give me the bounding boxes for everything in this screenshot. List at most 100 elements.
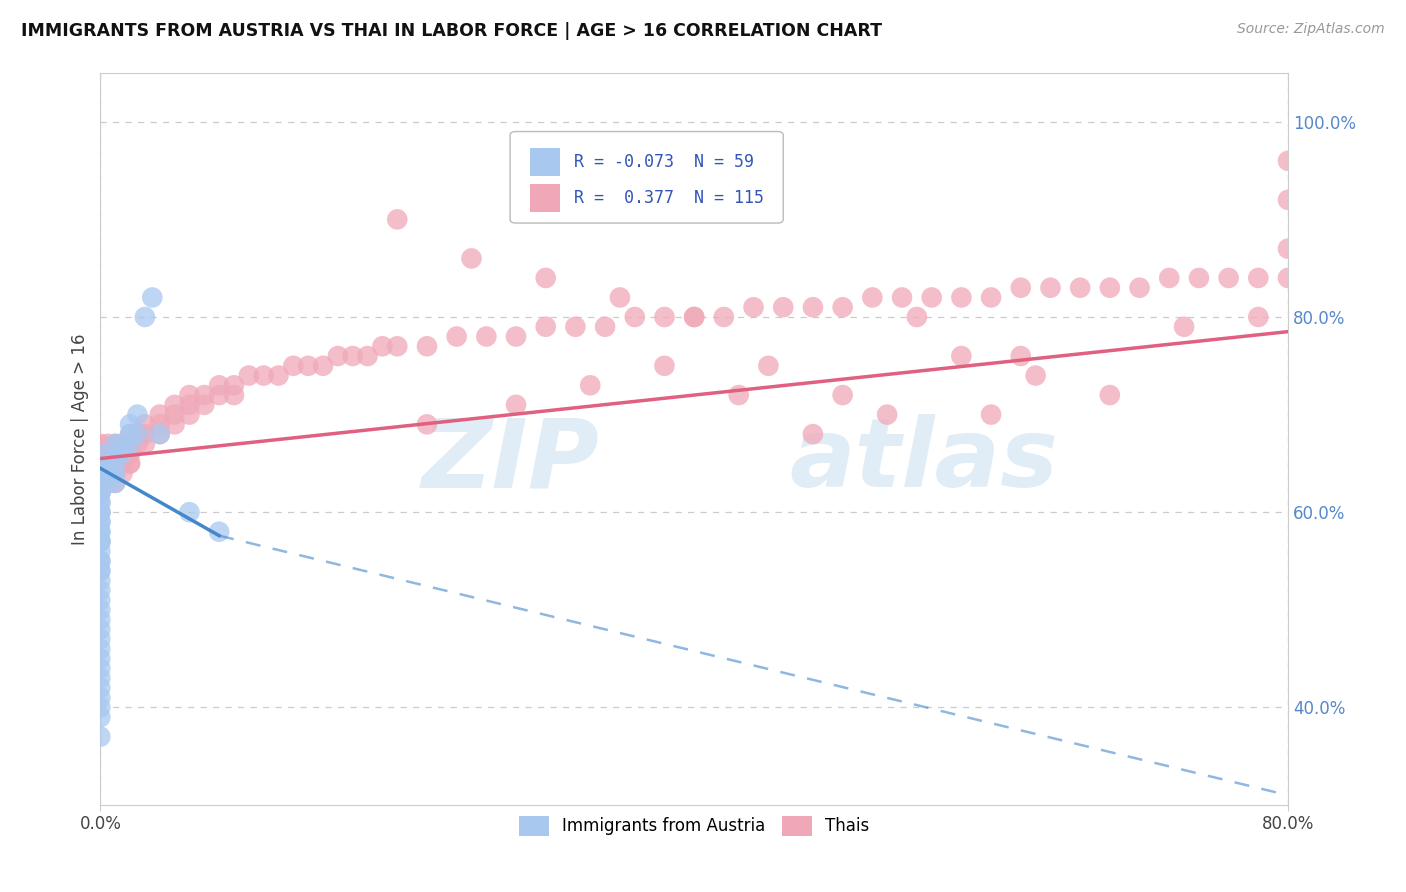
- Point: [104, 457, 127, 471]
- Point: [89, 671, 111, 685]
- Point: [89, 651, 111, 665]
- Point: [97, 475, 120, 490]
- Point: [222, 388, 245, 402]
- Legend: Immigrants from Austria, Thais: Immigrants from Austria, Thais: [510, 807, 877, 844]
- Point: [149, 417, 172, 432]
- Point: [950, 290, 973, 304]
- Point: [89, 524, 111, 539]
- Point: [905, 310, 928, 324]
- Point: [564, 319, 586, 334]
- Point: [593, 319, 616, 334]
- Point: [89, 700, 111, 714]
- Point: [623, 310, 645, 324]
- Point: [89, 623, 111, 637]
- Point: [831, 300, 853, 314]
- Point: [89, 447, 111, 461]
- Point: [1247, 271, 1270, 285]
- Point: [1218, 271, 1240, 285]
- Point: [579, 378, 602, 392]
- Point: [1069, 281, 1091, 295]
- Point: [89, 632, 111, 646]
- Point: [104, 457, 127, 471]
- Point: [89, 554, 111, 568]
- Point: [891, 290, 914, 304]
- Point: [505, 329, 527, 343]
- Point: [89, 457, 111, 471]
- Point: [89, 505, 111, 519]
- Point: [89, 564, 111, 578]
- Point: [980, 408, 1002, 422]
- Point: [1277, 153, 1299, 168]
- Point: [742, 300, 765, 314]
- Point: [89, 447, 111, 461]
- Point: [89, 437, 111, 451]
- Point: [89, 574, 111, 588]
- Point: [89, 544, 111, 558]
- Point: [1098, 281, 1121, 295]
- Point: [475, 329, 498, 343]
- Point: [89, 457, 111, 471]
- Point: [342, 349, 364, 363]
- Text: ZIP: ZIP: [422, 415, 599, 508]
- Point: [1188, 271, 1211, 285]
- Point: [326, 349, 349, 363]
- Point: [127, 408, 149, 422]
- Point: [1128, 281, 1150, 295]
- Point: [179, 398, 201, 412]
- Point: [89, 485, 111, 500]
- Point: [104, 475, 127, 490]
- Point: [134, 427, 156, 442]
- Point: [111, 437, 134, 451]
- Point: [118, 427, 141, 442]
- Point: [416, 417, 439, 432]
- Point: [89, 690, 111, 705]
- Point: [460, 252, 482, 266]
- Text: R = -0.073  N = 59: R = -0.073 N = 59: [574, 153, 754, 171]
- Point: [118, 427, 141, 442]
- Point: [713, 310, 735, 324]
- Point: [89, 475, 111, 490]
- Point: [97, 457, 120, 471]
- Point: [89, 466, 111, 480]
- Point: [89, 505, 111, 519]
- Point: [831, 388, 853, 402]
- Point: [208, 378, 231, 392]
- Point: [118, 437, 141, 451]
- Point: [89, 681, 111, 695]
- Point: [97, 437, 120, 451]
- Point: [683, 310, 706, 324]
- Point: [371, 339, 394, 353]
- Point: [193, 398, 215, 412]
- Point: [727, 388, 749, 402]
- Point: [111, 447, 134, 461]
- Point: [89, 603, 111, 617]
- Point: [163, 408, 186, 422]
- Text: R =  0.377  N = 115: R = 0.377 N = 115: [574, 189, 765, 207]
- Point: [97, 466, 120, 480]
- Point: [89, 730, 111, 744]
- Point: [104, 466, 127, 480]
- Point: [89, 485, 111, 500]
- Bar: [530, 148, 560, 177]
- Point: [163, 398, 186, 412]
- Point: [312, 359, 335, 373]
- Point: [104, 437, 127, 451]
- Point: [1277, 193, 1299, 207]
- Point: [97, 466, 120, 480]
- Point: [127, 427, 149, 442]
- FancyBboxPatch shape: [510, 131, 783, 223]
- Point: [89, 534, 111, 549]
- Point: [801, 300, 824, 314]
- Point: [163, 417, 186, 432]
- Point: [1247, 310, 1270, 324]
- Point: [1159, 271, 1181, 285]
- Point: [446, 329, 468, 343]
- Point: [89, 475, 111, 490]
- Point: [505, 398, 527, 412]
- Point: [111, 457, 134, 471]
- Point: [89, 515, 111, 529]
- Point: [118, 437, 141, 451]
- Point: [149, 427, 172, 442]
- Point: [179, 408, 201, 422]
- Point: [283, 359, 305, 373]
